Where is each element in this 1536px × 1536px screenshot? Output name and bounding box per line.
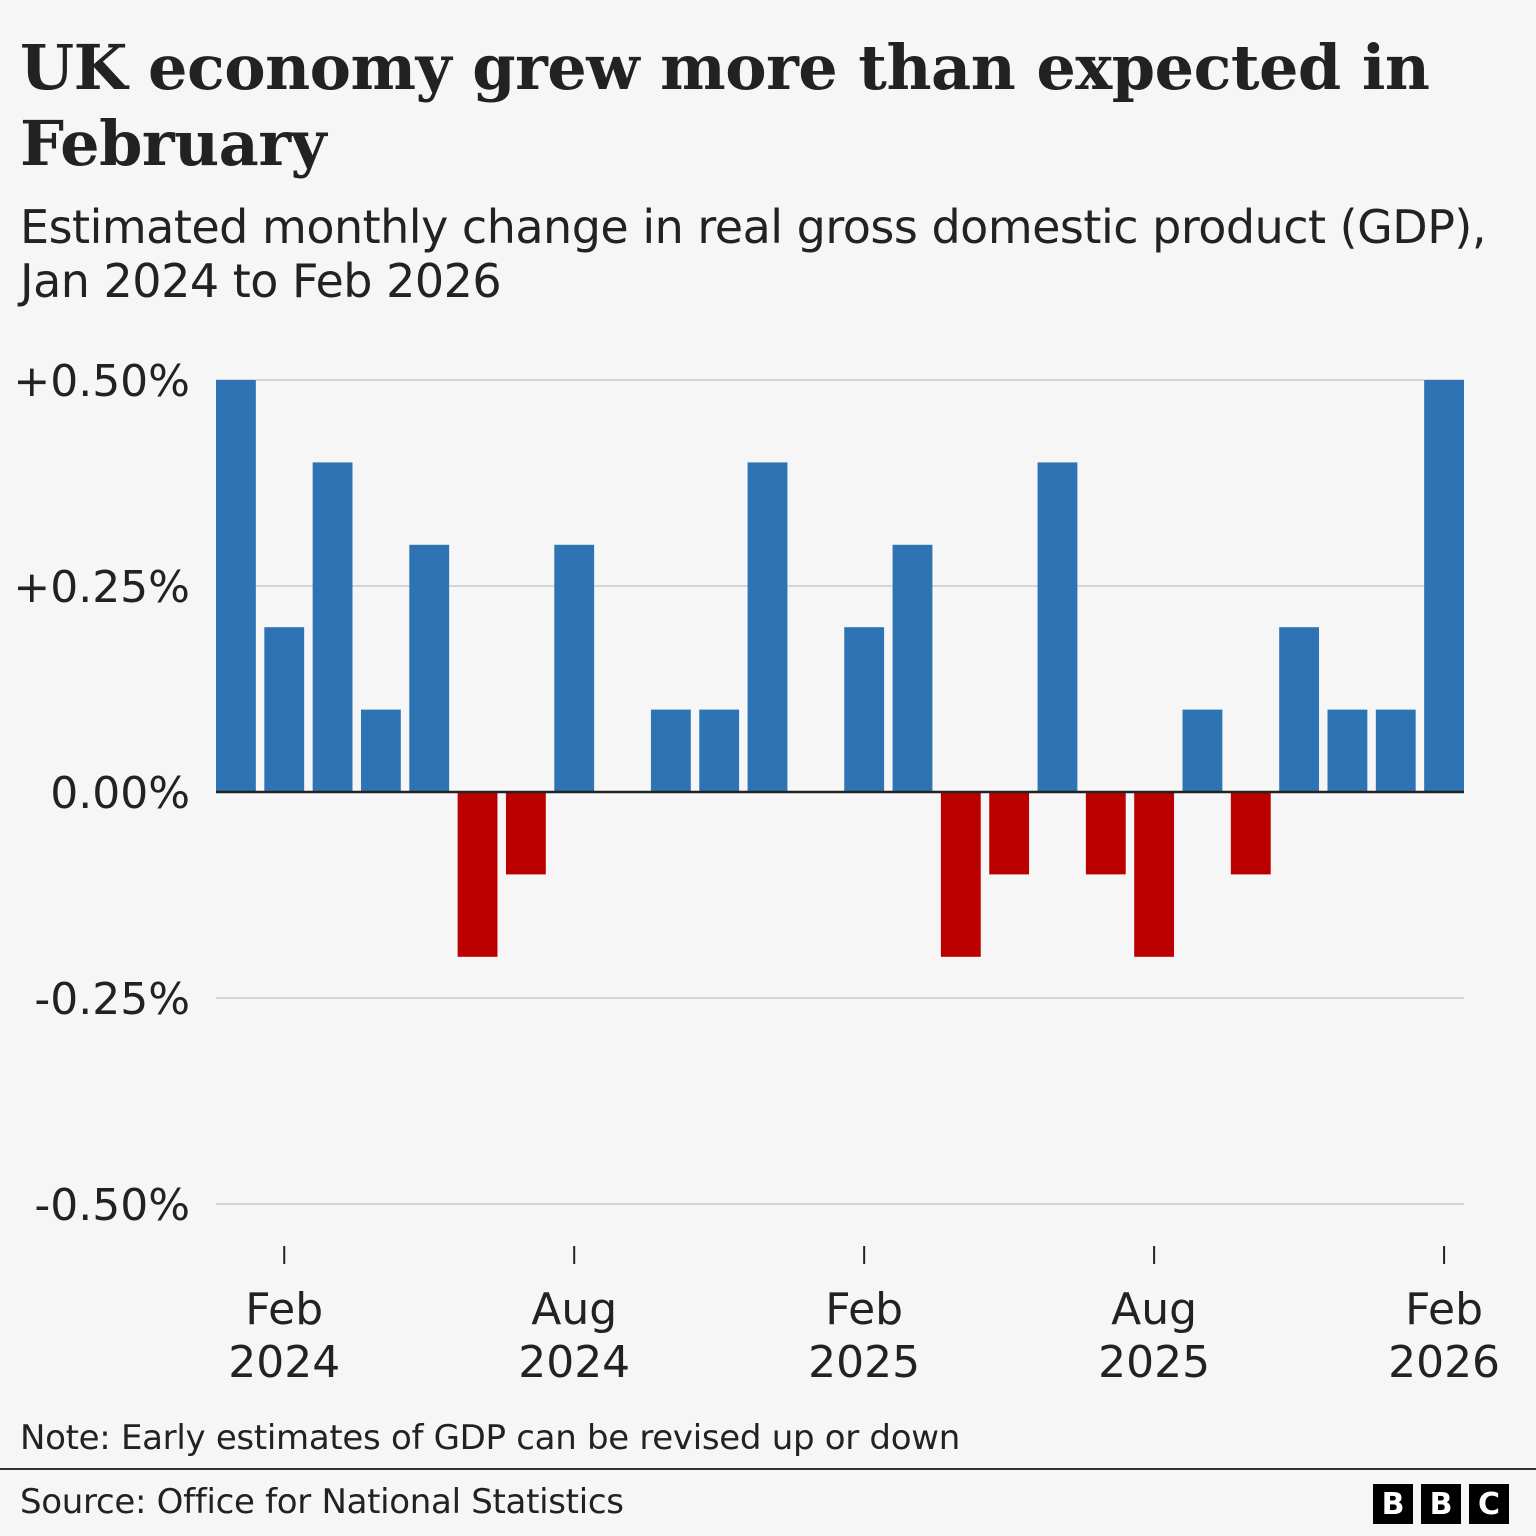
bar-jan-2024 xyxy=(216,380,256,792)
x-tick-label-month: Feb xyxy=(245,1284,323,1335)
bar-mar-2024 xyxy=(312,462,353,792)
bar-aug-2025 xyxy=(1134,792,1175,957)
bar-chart: +0.50%+0.25%0.00%-0.25%-0.50% Feb2024Aug… xyxy=(13,356,1500,1388)
bbc-logo: B B C xyxy=(1373,1484,1509,1524)
bar-apr-2025 xyxy=(940,792,981,957)
bar-sep-2025 xyxy=(1182,709,1223,792)
bar-feb-2025 xyxy=(844,627,885,792)
bar-dec-2024 xyxy=(747,462,788,792)
logo-letter: C xyxy=(1469,1484,1509,1524)
y-tick-label: 0.00% xyxy=(50,768,190,819)
bar-jun-2025 xyxy=(1037,462,1078,792)
chart-title: UK economy grew more than expected in Fe… xyxy=(20,31,1430,180)
y-axis-ticks: +0.50% +0.25% 0.00% -0.25% -0.50% xyxy=(13,356,190,1231)
logo-letter: B xyxy=(1421,1484,1461,1524)
bars xyxy=(216,380,1464,957)
x-tick-label-year: 2024 xyxy=(518,1337,630,1388)
bar-aug-2024 xyxy=(554,544,595,792)
x-tick-label-month: Feb xyxy=(825,1284,903,1335)
bar-nov-2025 xyxy=(1279,627,1320,792)
bar-may-2025 xyxy=(989,792,1030,875)
x-tick-label-year: 2025 xyxy=(1098,1337,1210,1388)
bar-oct-2024 xyxy=(650,709,691,792)
bar-apr-2024 xyxy=(360,709,401,792)
chart-source: Source: Office for National Statistics xyxy=(20,1482,624,1522)
bar-feb-2024 xyxy=(264,627,305,792)
bar-nov-2024 xyxy=(699,709,740,792)
bar-feb-2026 xyxy=(1424,380,1464,792)
bar-jul-2024 xyxy=(505,792,546,875)
bar-jan-2026 xyxy=(1375,709,1416,792)
bar-dec-2025 xyxy=(1327,709,1368,792)
bar-oct-2025 xyxy=(1230,792,1271,875)
x-tick-label-month: Feb xyxy=(1405,1284,1483,1335)
y-tick-label: -0.25% xyxy=(34,974,190,1025)
chart-subtitle: Estimated monthly change in real gross d… xyxy=(20,200,1487,308)
chart-note: Note: Early estimates of GDP can be revi… xyxy=(20,1418,960,1458)
logo-letter: B xyxy=(1373,1484,1413,1524)
y-tick-label: +0.25% xyxy=(13,562,190,613)
bar-may-2024 xyxy=(409,544,450,792)
x-tick-label-month: Aug xyxy=(531,1284,617,1335)
x-tick-label-month: Aug xyxy=(1111,1284,1197,1335)
bar-jul-2025 xyxy=(1085,792,1126,875)
y-tick-label: -0.50% xyxy=(34,1180,190,1231)
x-tick-label-year: 2025 xyxy=(808,1337,920,1388)
bar-mar-2025 xyxy=(892,544,933,792)
x-tick-label-year: 2024 xyxy=(228,1337,340,1388)
footer-divider xyxy=(0,1468,1536,1470)
bar-jun-2024 xyxy=(457,792,498,957)
x-tick-label-year: 2026 xyxy=(1388,1337,1500,1388)
y-tick-label: +0.50% xyxy=(13,356,190,407)
